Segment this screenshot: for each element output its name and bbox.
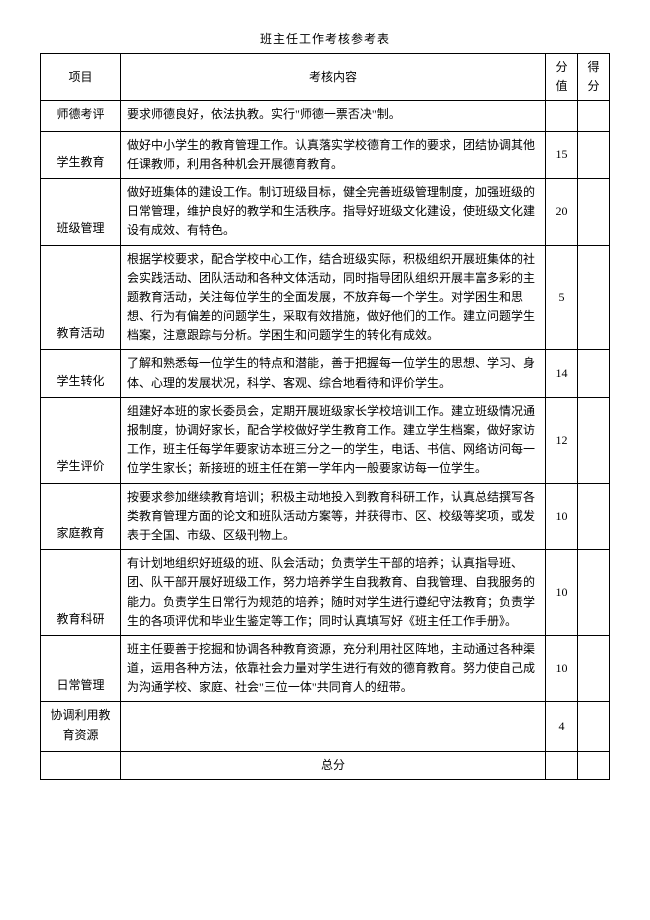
cell-project: 日常管理 xyxy=(41,635,121,702)
cell-project: 学生评价 xyxy=(41,397,121,483)
table-row: 学生转化 了解和熟悉每一位学生的特点和潜能，善于把握每一位学生的思想、学习、身体… xyxy=(41,350,610,397)
table-row: 日常管理 班主任要善于挖掘和协调各种教育资源，充分利用社区阵地，主动通过各种渠道… xyxy=(41,635,610,702)
cell-score: 10 xyxy=(546,483,578,550)
cell-content: 根据学校要求，配合学校中心工作，结合班级实际，积极组织开展班集体的社会实践活动、… xyxy=(121,245,546,350)
cell-get xyxy=(578,101,610,131)
total-row: 总分 xyxy=(41,751,610,779)
cell-get xyxy=(578,483,610,550)
cell-project: 协调利用教育资源 xyxy=(41,702,121,751)
cell-score: 15 xyxy=(546,131,578,178)
cell-project: 教育科研 xyxy=(41,550,121,636)
cell-score: 10 xyxy=(546,550,578,636)
cell-project: 师德考评 xyxy=(41,101,121,131)
total-empty xyxy=(41,751,121,779)
col-score-header: 分值 xyxy=(546,54,578,101)
cell-get xyxy=(578,702,610,751)
cell-content: 要求师德良好，依法执教。实行"师德一票否决"制。 xyxy=(121,101,546,131)
table-row: 家庭教育 按要求参加继续教育培训；积极主动地投入到教育科研工作，认真总结撰写各类… xyxy=(41,483,610,550)
table-row: 协调利用教育资源 4 xyxy=(41,702,610,751)
table-row: 师德考评 要求师德良好，依法执教。实行"师德一票否决"制。 xyxy=(41,101,610,131)
col-content-header: 考核内容 xyxy=(121,54,546,101)
cell-get xyxy=(578,550,610,636)
cell-get xyxy=(578,131,610,178)
cell-score xyxy=(546,101,578,131)
cell-content: 按要求参加继续教育培训；积极主动地投入到教育科研工作，认真总结撰写各类教育管理方… xyxy=(121,483,546,550)
cell-project: 家庭教育 xyxy=(41,483,121,550)
doc-title: 班主任工作考核参考表 xyxy=(40,30,610,47)
cell-get xyxy=(578,245,610,350)
table-row: 班级管理 做好班集体的建设工作。制订班级目标，健全完善班级管理制度，加强班级的日… xyxy=(41,178,610,245)
table-row: 学生教育 做好中小学生的教育管理工作。认真落实学校德育工作的要求，团结协调其他任… xyxy=(41,131,610,178)
cell-content: 有计划地组织好班级的班、队会活动；负责学生干部的培养；认真指导班、团、队干部开展… xyxy=(121,550,546,636)
cell-content: 做好班集体的建设工作。制订班级目标，健全完善班级管理制度，加强班级的日常管理，维… xyxy=(121,178,546,245)
total-label: 总分 xyxy=(121,751,546,779)
total-get xyxy=(578,751,610,779)
col-project-header: 项目 xyxy=(41,54,121,101)
total-score xyxy=(546,751,578,779)
col-get-header: 得分 xyxy=(578,54,610,101)
cell-project: 学生转化 xyxy=(41,350,121,397)
table-row: 学生评价 组建好本班的家长委员会，定期开展班级家长学校培训工作。建立班级情况通报… xyxy=(41,397,610,483)
table-row: 教育科研 有计划地组织好班级的班、队会活动；负责学生干部的培养；认真指导班、团、… xyxy=(41,550,610,636)
cell-get xyxy=(578,635,610,702)
cell-content: 班主任要善于挖掘和协调各种教育资源，充分利用社区阵地，主动通过各种渠道，运用各种… xyxy=(121,635,546,702)
cell-score: 20 xyxy=(546,178,578,245)
cell-score: 4 xyxy=(546,702,578,751)
cell-score: 14 xyxy=(546,350,578,397)
cell-score: 12 xyxy=(546,397,578,483)
table-row: 教育活动 根据学校要求，配合学校中心工作，结合班级实际，积极组织开展班集体的社会… xyxy=(41,245,610,350)
cell-content xyxy=(121,702,546,751)
cell-project: 班级管理 xyxy=(41,178,121,245)
cell-score: 5 xyxy=(546,245,578,350)
cell-project: 教育活动 xyxy=(41,245,121,350)
cell-content: 了解和熟悉每一位学生的特点和潜能，善于把握每一位学生的思想、学习、身体、心理的发… xyxy=(121,350,546,397)
cell-get xyxy=(578,397,610,483)
cell-get xyxy=(578,178,610,245)
evaluation-table: 项目 考核内容 分值 得分 师德考评 要求师德良好，依法执教。实行"师德一票否决… xyxy=(40,53,610,780)
cell-score: 10 xyxy=(546,635,578,702)
cell-get xyxy=(578,350,610,397)
header-row: 项目 考核内容 分值 得分 xyxy=(41,54,610,101)
cell-project: 学生教育 xyxy=(41,131,121,178)
cell-content: 组建好本班的家长委员会，定期开展班级家长学校培训工作。建立班级情况通报制度，协调… xyxy=(121,397,546,483)
cell-content: 做好中小学生的教育管理工作。认真落实学校德育工作的要求，团结协调其他任课教师，利… xyxy=(121,131,546,178)
